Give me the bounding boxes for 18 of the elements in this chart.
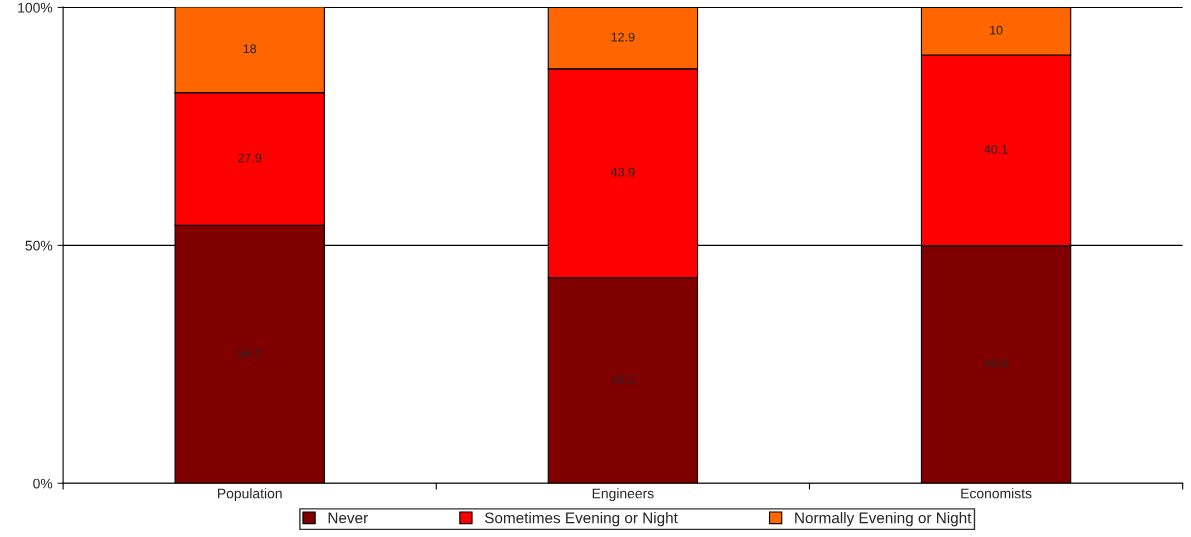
data-label: 10 xyxy=(990,25,1003,35)
legend-label: Never xyxy=(328,512,368,524)
x-tick-label: Engineers xyxy=(592,488,654,502)
x-tick-label: Population xyxy=(218,488,282,502)
data-label: 12.9 xyxy=(611,32,635,42)
data-label: 40.1 xyxy=(984,144,1008,154)
y-tick-label: 50% xyxy=(25,240,53,251)
data-label: 18 xyxy=(243,44,257,54)
legend-label: Normally Evening or Night xyxy=(795,512,972,527)
y-tick-label: 0% xyxy=(33,478,53,489)
data-label: 27.9 xyxy=(238,153,262,163)
data-label: 43.9 xyxy=(611,167,635,177)
data-label: 49.9 xyxy=(984,359,1008,368)
data-label: 43.2 xyxy=(611,375,635,384)
data-label: 54.2 xyxy=(238,348,262,358)
x-tick-label: Economists xyxy=(961,488,1032,499)
y-tick-label: 100% xyxy=(18,2,53,13)
legend-label: Sometimes Evening or Night xyxy=(484,512,678,527)
